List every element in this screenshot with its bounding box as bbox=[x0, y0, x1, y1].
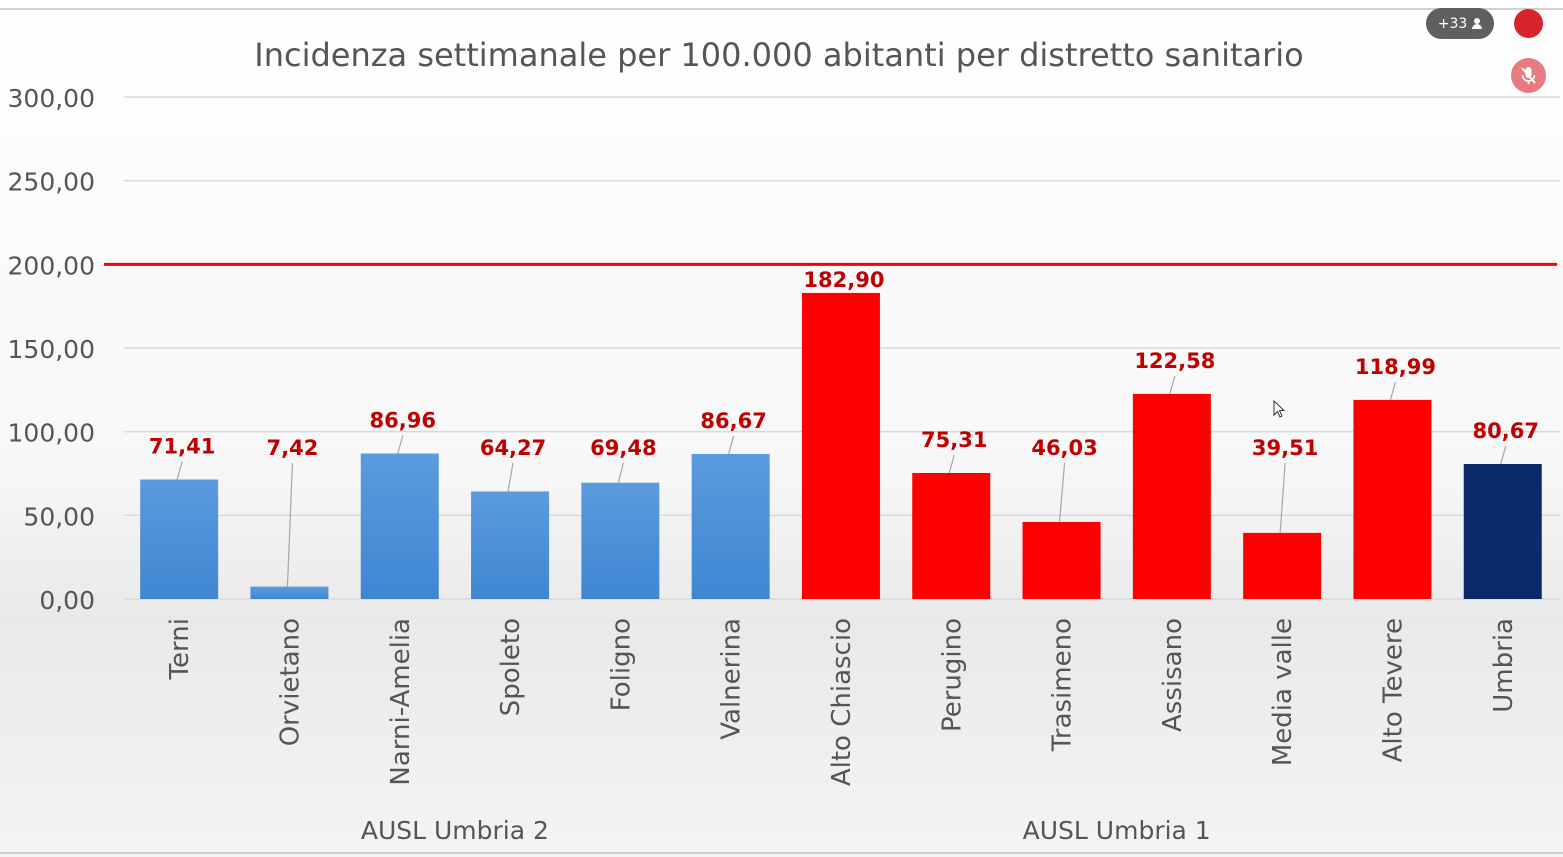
value-label: 118,99 bbox=[1355, 355, 1436, 379]
category-label: Trasimeno bbox=[1048, 618, 1078, 752]
y-tick-label: 250,00 bbox=[8, 168, 95, 197]
participants-count: +33 bbox=[1437, 15, 1468, 32]
bar bbox=[581, 482, 660, 599]
category-label: Terni bbox=[165, 618, 195, 680]
value-label: 71,41 bbox=[149, 435, 215, 459]
value-leader-line bbox=[507, 462, 514, 492]
y-tick-label: 50,00 bbox=[23, 502, 95, 531]
category-label: Valnerina bbox=[717, 618, 747, 740]
category-label: Narni-Amelia bbox=[386, 618, 416, 786]
category-label: Umbria bbox=[1489, 618, 1519, 713]
chart-title: Incidenza settimanale per 100.000 abitan… bbox=[254, 36, 1303, 74]
category-label: Alto Chiascio bbox=[827, 618, 857, 786]
category-label: Assisano bbox=[1158, 618, 1188, 732]
value-label: 80,67 bbox=[1473, 419, 1539, 443]
value-label: 39,51 bbox=[1252, 436, 1318, 460]
value-leader-line bbox=[1058, 462, 1066, 523]
category-label: Media valle bbox=[1268, 618, 1298, 766]
group-label: AUSL Umbria 2 bbox=[361, 816, 549, 845]
mic-muted-button[interactable] bbox=[1511, 58, 1546, 93]
value-leader-line bbox=[1169, 375, 1176, 395]
value-leader-line bbox=[1389, 381, 1397, 401]
value-label: 86,96 bbox=[370, 408, 436, 432]
value-leader-line bbox=[948, 454, 955, 474]
value-label: 64,27 bbox=[480, 436, 546, 460]
participants-badge[interactable]: +33 bbox=[1426, 8, 1494, 39]
value-label: 7,42 bbox=[267, 436, 319, 460]
y-tick-label: 100,00 bbox=[8, 419, 95, 448]
value-label: 122,58 bbox=[1134, 349, 1215, 373]
y-tick-label: 300,00 bbox=[8, 84, 95, 113]
bar bbox=[1353, 399, 1432, 599]
mic-muted-icon bbox=[1521, 67, 1536, 84]
y-tick-label: 150,00 bbox=[8, 335, 95, 364]
value-leader-line bbox=[176, 461, 183, 480]
category-label: Spoleto bbox=[496, 618, 526, 716]
value-label: 46,03 bbox=[1031, 436, 1097, 460]
value-label: 69,48 bbox=[590, 436, 656, 460]
bar bbox=[140, 479, 219, 599]
bar bbox=[471, 491, 550, 599]
y-tick-label: 200,00 bbox=[8, 251, 95, 280]
value-leader-line bbox=[1500, 445, 1507, 465]
value-leader-line bbox=[397, 435, 404, 454]
bar bbox=[691, 453, 770, 599]
category-label: Orvietano bbox=[275, 618, 305, 746]
bar bbox=[1243, 532, 1322, 599]
y-tick-label: 0,00 bbox=[39, 586, 95, 615]
record-dot-icon[interactable] bbox=[1514, 9, 1543, 38]
value-label: 86,67 bbox=[700, 409, 766, 433]
top-divider bbox=[0, 8, 1563, 10]
value-label: 182,90 bbox=[803, 268, 884, 292]
category-label: Perugino bbox=[937, 618, 967, 732]
bar bbox=[912, 472, 991, 599]
category-label: Foligno bbox=[606, 618, 636, 711]
category-label: Alto Tevere bbox=[1378, 618, 1408, 762]
value-leader-line bbox=[286, 462, 294, 587]
bar bbox=[1463, 464, 1542, 599]
value-leader-line bbox=[1279, 462, 1286, 533]
bar bbox=[1022, 521, 1101, 599]
value-leader-line bbox=[728, 435, 735, 455]
value-leader-line bbox=[617, 462, 624, 483]
bar bbox=[801, 292, 880, 599]
person-icon bbox=[1472, 18, 1483, 29]
bar bbox=[360, 453, 439, 599]
bottom-divider bbox=[0, 852, 1563, 854]
bar bbox=[1132, 393, 1211, 599]
value-label: 75,31 bbox=[921, 428, 987, 452]
mouse-cursor-icon bbox=[1273, 400, 1286, 418]
group-label: AUSL Umbria 1 bbox=[1023, 816, 1211, 845]
bar bbox=[250, 586, 329, 599]
